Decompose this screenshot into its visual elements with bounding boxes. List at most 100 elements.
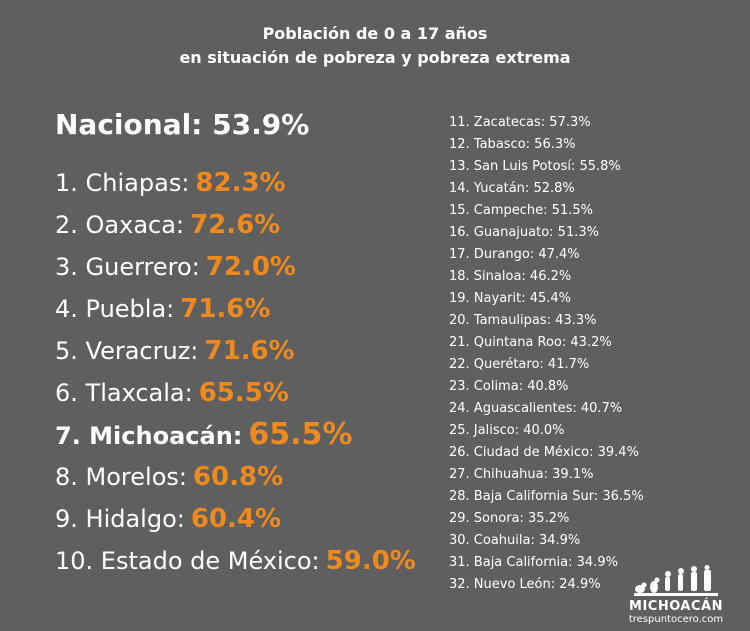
state-name: 31. Baja California: [449, 555, 577, 570]
ranking-row: 24. Aguascalientes: 40.7% [449, 398, 644, 420]
state-value: 55.8% [579, 159, 621, 174]
state-name: 26. Ciudad de México: [449, 445, 598, 460]
ranking-row: 2. Oaxaca: 72.6% [55, 204, 416, 246]
brand-logo: MICHOACÁN trespuntocero.com [616, 565, 736, 625]
state-name: 2. Oaxaca: [55, 211, 185, 239]
ranking-row: 18. Sinaloa: 46.2% [449, 266, 644, 288]
ranking-row: 14. Yucatán: 52.8% [449, 178, 644, 200]
state-name: 28. Baja California Sur: [449, 489, 603, 504]
state-name: 25. Jalisco: [449, 423, 524, 438]
state-value: 56.3% [534, 137, 576, 152]
ranking-row: 10. Estado de México: 59.0% [55, 540, 416, 582]
ranking-row: 21. Quintana Roo: 43.2% [449, 332, 644, 354]
state-value: 40.8% [527, 379, 569, 394]
title-line-2: en situación de pobreza y pobreza extrem… [179, 48, 571, 67]
state-value: 82.3% [195, 168, 286, 198]
state-name: 32. Nuevo León: [449, 577, 560, 592]
state-name: 10. Estado de México: [55, 547, 320, 575]
state-value: 71.6% [180, 294, 271, 324]
state-name: 5. Veracruz: [55, 337, 199, 365]
ranking-row: 29. Sonora: 35.2% [449, 508, 644, 530]
brand-name: MICHOACÁN [629, 599, 723, 614]
ranking-row: 12. Tabasco: 56.3% [449, 134, 644, 156]
brand-site: trespuntocero.com [628, 614, 724, 625]
state-value: 24.9% [559, 577, 601, 592]
state-value: 72.0% [205, 252, 296, 282]
state-value: 40.7% [580, 401, 623, 416]
state-name: 9. Hidalgo: [55, 505, 185, 533]
state-value: 60.8% [192, 462, 284, 492]
state-value: 46.2% [529, 269, 572, 284]
ranking-row: 11. Zacatecas: 57.3% [449, 112, 644, 134]
state-value: 34.9% [538, 533, 581, 548]
ranking-row: 26. Ciudad de México: 39.4% [449, 442, 644, 464]
ranking-row: 32. Nuevo León: 24.9% [449, 574, 644, 596]
remaining-states-list: 11. Zacatecas: 57.3% 12. Tabasco: 56.3% 13… [449, 112, 644, 596]
ranking-row: 9. Hidalgo: 60.4% [55, 498, 416, 540]
ranking-row: 27. Chihuahua: 39.1% [449, 464, 644, 486]
state-name: 27. Chihuahua: [449, 467, 553, 482]
state-name: 23. Colima: [449, 379, 528, 394]
title-line-1: Población de 0 a 17 años [262, 24, 488, 43]
ranking-row: 15. Campeche: 51.5% [449, 200, 644, 222]
national-label: Nacional: [55, 108, 203, 141]
state-name: 6. Tlaxcala: [55, 379, 193, 407]
ranking-row: 23. Colima: 40.8% [449, 376, 644, 398]
state-value: 47.4% [538, 247, 580, 262]
ranking-row: 16. Guanajuato: 51.3% [449, 222, 644, 244]
state-value: 65.5% [248, 417, 353, 452]
state-value: 51.5% [551, 203, 593, 218]
state-value: 60.4% [190, 504, 282, 534]
national-value: 53.9% [212, 108, 310, 141]
state-name: 19. Nayarit: [449, 291, 530, 306]
state-name: 20. Tamaulipas: [449, 313, 556, 328]
ranking-row: 20. Tamaulipas: 43.3% [449, 310, 644, 332]
state-value: 39.4% [597, 445, 639, 460]
state-name: 18. Sinaloa: [449, 269, 530, 284]
chart-title: Población de 0 a 17 años en situación de… [0, 22, 750, 70]
state-name: 3. Guerrero: [55, 253, 200, 281]
state-value: 72.6% [190, 210, 281, 240]
state-value: 51.3% [557, 225, 599, 240]
ranking-row: 3. Guerrero: 72.0% [55, 246, 416, 288]
state-value: 57.3% [549, 115, 591, 130]
state-name: 14. Yucatán: [449, 181, 534, 196]
ranking-row: 30. Coahuila: 34.9% [449, 530, 644, 552]
evolution-silhouette-icon [634, 565, 718, 596]
state-name: 15. Campeche: [449, 203, 552, 218]
ranking-row: 31. Baja California: 34.9% [449, 552, 644, 574]
state-name: 13. San Luis Potosí: [449, 159, 580, 174]
ranking-row: 19. Nayarit: 45.4% [449, 288, 644, 310]
state-value: 52.8% [533, 181, 575, 196]
ranking-row: 6. Tlaxcala: 65.5% [55, 372, 416, 414]
state-value: 39.1% [552, 467, 594, 482]
ranking-row: 5. Veracruz: 71.6% [55, 330, 416, 372]
state-name: 7. Michoacán: [55, 422, 243, 450]
state-value: 45.4% [529, 291, 572, 306]
national-figure: Nacional: 53.9% [55, 108, 309, 141]
state-value: 43.3% [555, 313, 597, 328]
state-value: 34.9% [576, 555, 618, 570]
state-name: 17. Durango: [449, 247, 539, 262]
ranking-row: 17. Durango: 47.4% [449, 244, 644, 266]
state-name: 30. Coahuila: [449, 533, 539, 548]
ranking-row: 25. Jalisco: 40.0% [449, 420, 644, 442]
state-value: 43.2% [570, 335, 612, 350]
ranking-row: 4. Puebla: 71.6% [55, 288, 416, 330]
state-value: 35.2% [528, 511, 570, 526]
state-name: 1. Chiapas: [55, 169, 190, 197]
state-value: 71.6% [204, 336, 295, 366]
state-value: 36.5% [602, 489, 644, 504]
state-name: 16. Guanajuato: [449, 225, 558, 240]
ranking-row: 13. San Luis Potosí: 55.8% [449, 156, 644, 178]
ranking-row: 28. Baja California Sur: 36.5% [449, 486, 644, 508]
ranking-row: 8. Morelos: 60.8% [55, 456, 416, 498]
top-ten-list: 1. Chiapas: 82.3% 2. Oaxaca: 72.6% 3. Guerre… [55, 162, 416, 582]
state-name: 4. Puebla: [55, 295, 175, 323]
state-name: 22. Querétaro: [449, 357, 548, 372]
state-name: 24. Aguascalientes: [449, 401, 581, 416]
state-value: 65.5% [198, 378, 289, 408]
ranking-row: 7. Michoacán: 65.5% [55, 414, 416, 456]
state-name: 12. Tabasco: [449, 137, 535, 152]
ranking-row: 1. Chiapas: 82.3% [55, 162, 416, 204]
